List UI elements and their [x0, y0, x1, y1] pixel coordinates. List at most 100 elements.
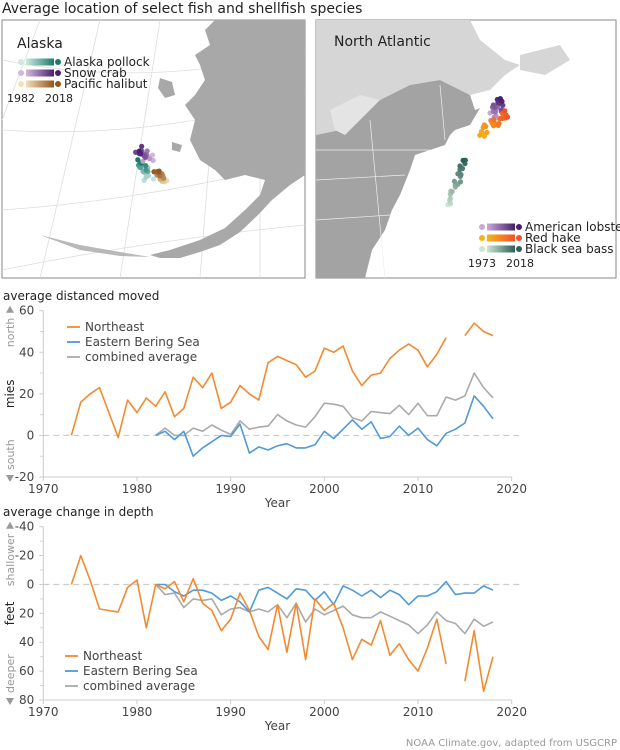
species-point	[151, 169, 157, 175]
species-point	[139, 143, 145, 149]
legend-end-dot	[55, 59, 61, 65]
x-tick-label: 1990	[215, 705, 246, 719]
legend-year-start: 1982	[7, 92, 35, 105]
species-point	[136, 148, 142, 154]
y-tick-label: 40	[19, 345, 34, 359]
legend-start-dot	[479, 224, 485, 230]
species-point	[143, 162, 149, 169]
legend-gradient-bar	[26, 69, 54, 77]
legend-species-label: Pacific halibut	[64, 77, 148, 91]
y-tick-label: 0	[27, 577, 35, 591]
alaska-species-points	[133, 143, 170, 185]
legend-start-dot	[18, 59, 24, 65]
species-point	[483, 123, 489, 130]
y-tick-label: 20	[19, 387, 34, 401]
chart-title: average change in depth	[3, 505, 154, 519]
y-direction-bottom-label: deeper	[4, 654, 17, 693]
y-direction-top-label: shallower	[4, 533, 17, 586]
species-point	[449, 188, 455, 195]
species-point	[457, 163, 463, 169]
y-tick-label: 20	[19, 606, 34, 620]
species-point	[497, 96, 503, 102]
north-atlantic-species-points	[445, 96, 511, 208]
us-landmass	[316, 80, 480, 278]
legend-end-dot	[516, 235, 522, 241]
legend-label-northeast: Northeast	[83, 649, 143, 663]
species-point	[149, 152, 156, 158]
species-point	[143, 167, 149, 173]
species-point	[492, 109, 498, 115]
main-title: Average location of select fish and shel…	[2, 1, 363, 17]
species-point	[491, 117, 497, 123]
x-tick-label: 1980	[122, 705, 153, 719]
series-line-northeast	[70, 322, 494, 439]
chart-title: average distanced moved	[3, 289, 159, 303]
y-tick-label: 60	[19, 304, 34, 318]
y-tick-label: 80	[19, 693, 34, 707]
great-lakes	[330, 95, 380, 135]
source-credit: NOAA Climate.gov, adapted from USGCRP	[406, 738, 617, 749]
series-line-northeast	[70, 554, 494, 693]
y-axis-label: feet	[3, 601, 17, 625]
legend-gradient-bar	[487, 223, 515, 231]
species-point	[484, 129, 490, 136]
legend-species-label: Alaska pollock	[64, 55, 150, 69]
north-atlantic-map-label: North Atlantic	[334, 34, 431, 50]
legend-year-end: 2018	[506, 257, 534, 270]
species-point	[496, 120, 502, 127]
legend-year-start: 1973	[468, 257, 496, 270]
x-tick-label: 2020	[496, 705, 527, 719]
y-direction-top-label: north	[4, 318, 17, 348]
legend-species-label: Red hake	[525, 231, 580, 245]
y-tick-label: -20	[15, 470, 35, 484]
x-tick-label: 1970	[28, 705, 59, 719]
depth-change-chart: average change in depth-40-2002040608019…	[3, 505, 527, 733]
series-line-bering	[155, 580, 494, 613]
x-axis-label: Year	[264, 719, 290, 733]
alaska-map-label: Alaska	[17, 36, 63, 52]
x-tick-label: 1980	[122, 482, 153, 496]
legend-start-dot	[479, 246, 485, 252]
species-point	[150, 176, 157, 182]
y-axis-label: mies	[3, 380, 17, 409]
legend-label-bering: Eastern Bering Sea	[83, 664, 198, 678]
legend-end-dot	[55, 70, 61, 76]
x-axis-label: Year	[264, 496, 290, 510]
x-tick-label: 2000	[309, 482, 340, 496]
species-point	[481, 133, 487, 139]
series-line-combined	[155, 583, 494, 635]
species-point	[460, 157, 466, 163]
legend-end-dot	[55, 81, 61, 87]
up-arrow-icon	[6, 305, 14, 313]
up-arrow-icon	[6, 521, 14, 529]
y-tick-label: -20	[15, 549, 35, 563]
series-line-bering	[155, 395, 494, 457]
legend-label-bering: Eastern Bering Sea	[85, 335, 200, 349]
legend-start-dot	[18, 81, 24, 87]
species-point	[478, 128, 485, 135]
legend-label-combined: combined average	[83, 679, 195, 693]
legend-species-label: Snow crab	[64, 66, 127, 80]
legend-label-combined: combined average	[85, 350, 197, 364]
legend-gradient-bar	[487, 234, 515, 242]
x-tick-label: 2010	[403, 705, 434, 719]
y-tick-label: 40	[19, 635, 34, 649]
x-tick-label: 1990	[215, 482, 246, 496]
species-point	[457, 179, 464, 185]
down-arrow-icon	[6, 698, 14, 705]
species-point	[458, 171, 464, 178]
species-point	[490, 102, 496, 108]
y-tick-label: 60	[19, 664, 34, 678]
series-line-combined	[155, 372, 494, 437]
legend-end-dot	[516, 224, 522, 230]
legend-year-end: 2018	[45, 92, 73, 105]
species-point	[161, 175, 167, 181]
legend-start-dot	[479, 235, 485, 241]
legend-label-northeast: Northeast	[85, 320, 145, 334]
legend-start-dot	[18, 70, 24, 76]
alaska-landmass	[150, 20, 305, 258]
